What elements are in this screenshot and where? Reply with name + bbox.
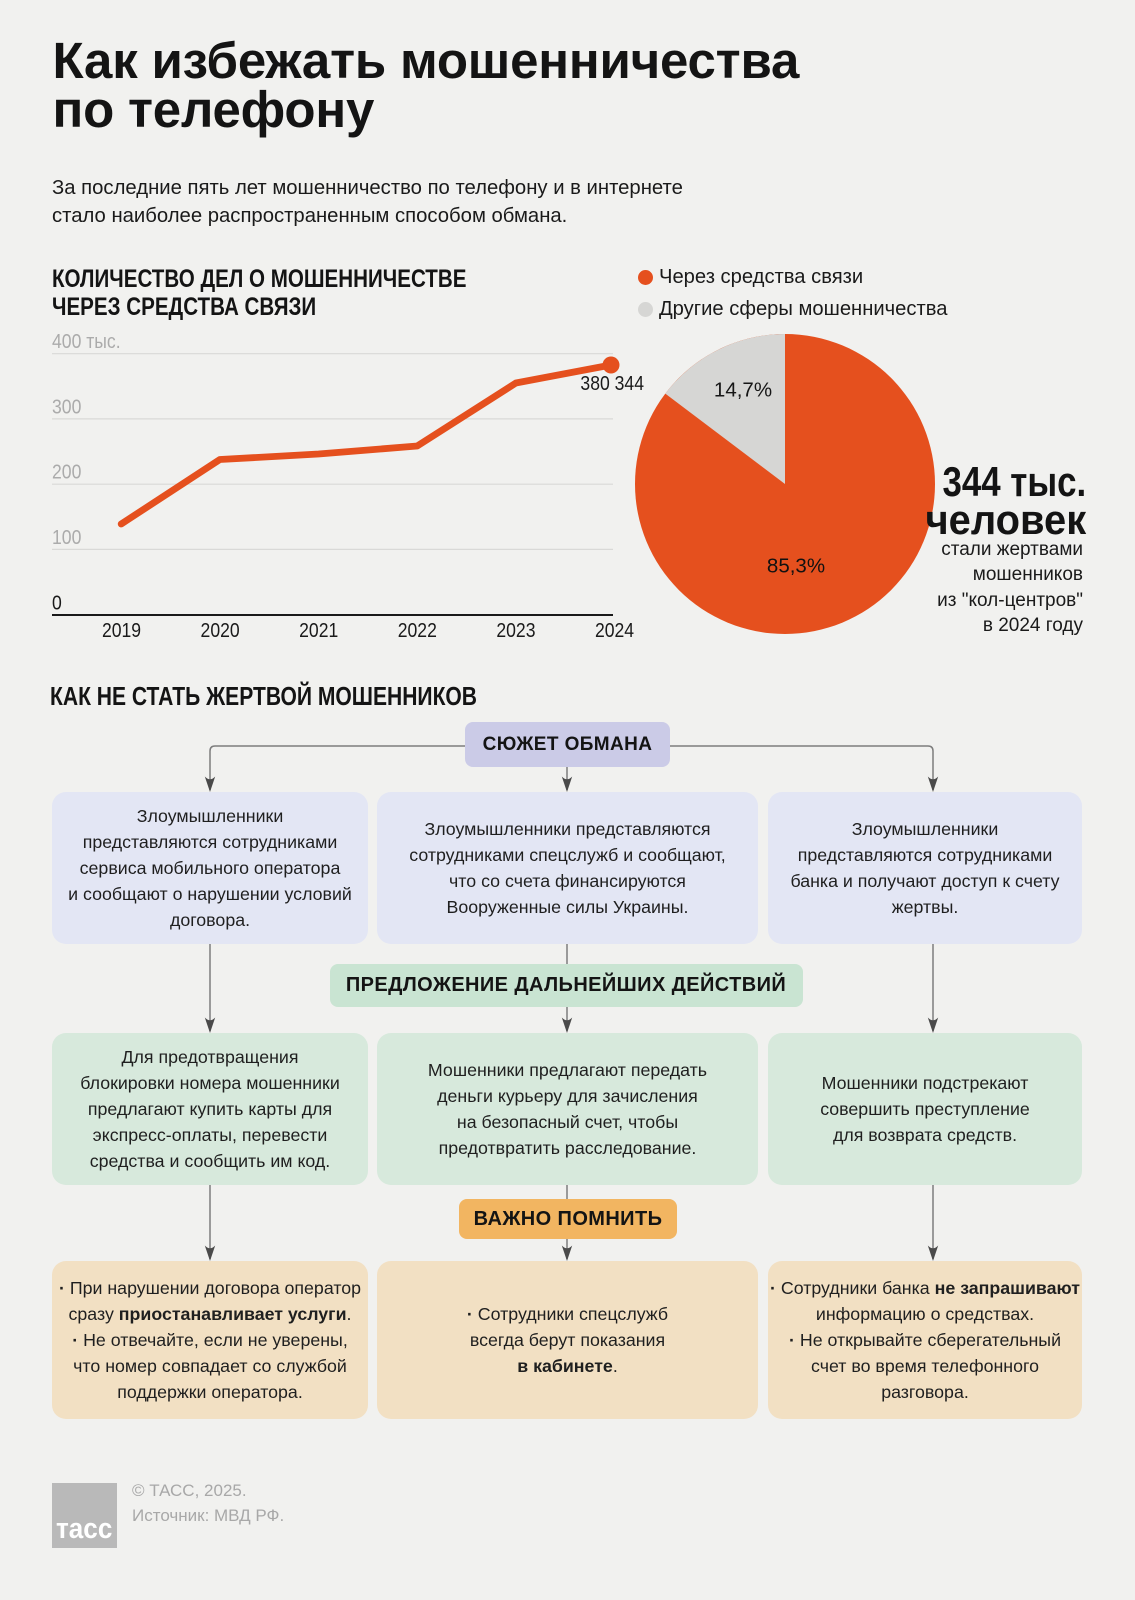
svg-text:400 тыс.: 400 тыс. (52, 330, 121, 352)
svg-text:300: 300 (52, 395, 81, 417)
svg-text:2022: 2022 (398, 619, 437, 641)
svg-text:100: 100 (52, 526, 81, 548)
svg-text:200: 200 (52, 461, 81, 483)
svg-text:2024: 2024 (595, 619, 634, 641)
svg-text:2020: 2020 (201, 619, 240, 641)
svg-text:0: 0 (52, 591, 62, 613)
svg-text:14,7%: 14,7% (714, 379, 772, 402)
svg-text:2019: 2019 (102, 619, 141, 641)
svg-text:2023: 2023 (496, 619, 535, 641)
svg-text:2021: 2021 (299, 619, 338, 641)
svg-text:380 344: 380 344 (580, 372, 644, 394)
svg-text:85,3%: 85,3% (767, 555, 825, 578)
